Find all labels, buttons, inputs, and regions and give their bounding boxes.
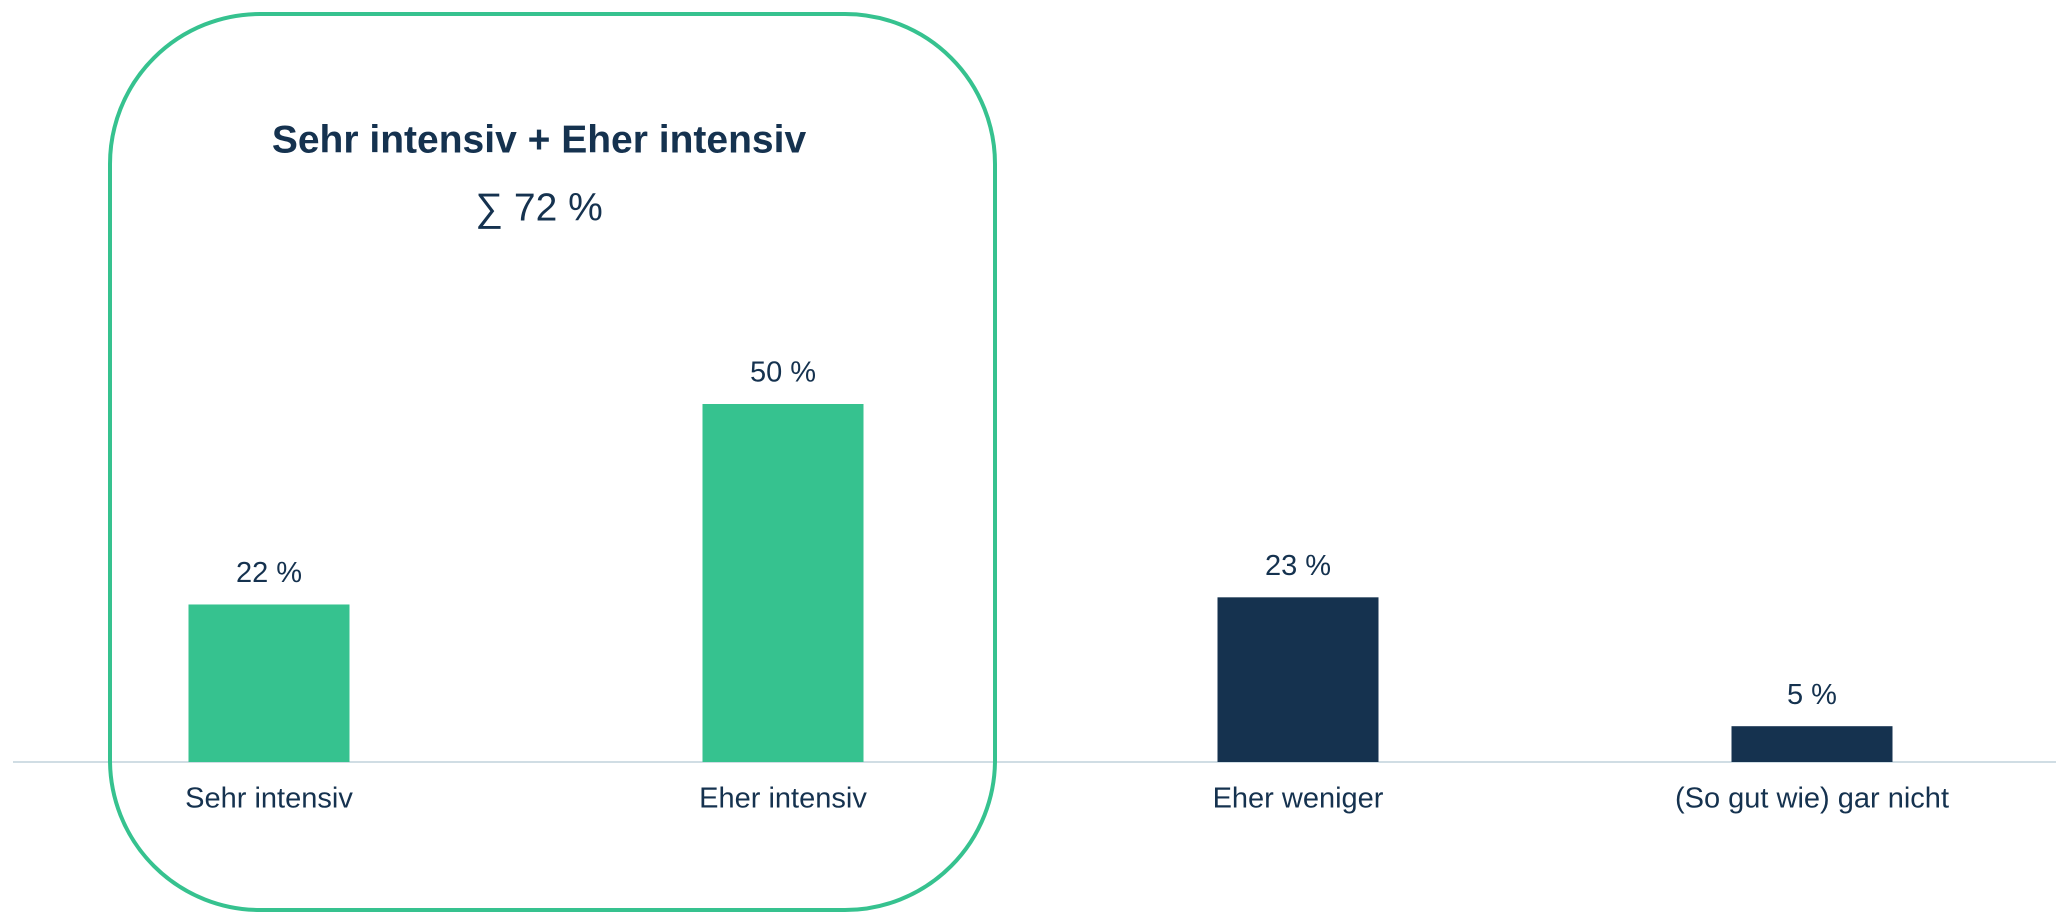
- x-tick-label: Sehr intensiv: [185, 783, 353, 815]
- bar: [1731, 726, 1893, 762]
- annotation-title: Sehr intensiv + Eher intensiv: [272, 118, 807, 161]
- value-label: 22 %: [236, 557, 302, 589]
- x-tick-label: Eher weniger: [1213, 783, 1384, 815]
- bar: [702, 404, 864, 762]
- bar: [188, 604, 350, 762]
- bar: [1217, 597, 1379, 762]
- value-label: 23 %: [1265, 550, 1331, 582]
- value-label: 5 %: [1787, 679, 1837, 711]
- x-tick-label: (So gut wie) gar nicht: [1675, 783, 1949, 815]
- x-tick-label: Eher intensiv: [699, 783, 867, 815]
- value-label: 50 %: [750, 357, 816, 389]
- highlight-box: [108, 12, 997, 912]
- annotation-text: ∑ 72 %: [475, 186, 603, 229]
